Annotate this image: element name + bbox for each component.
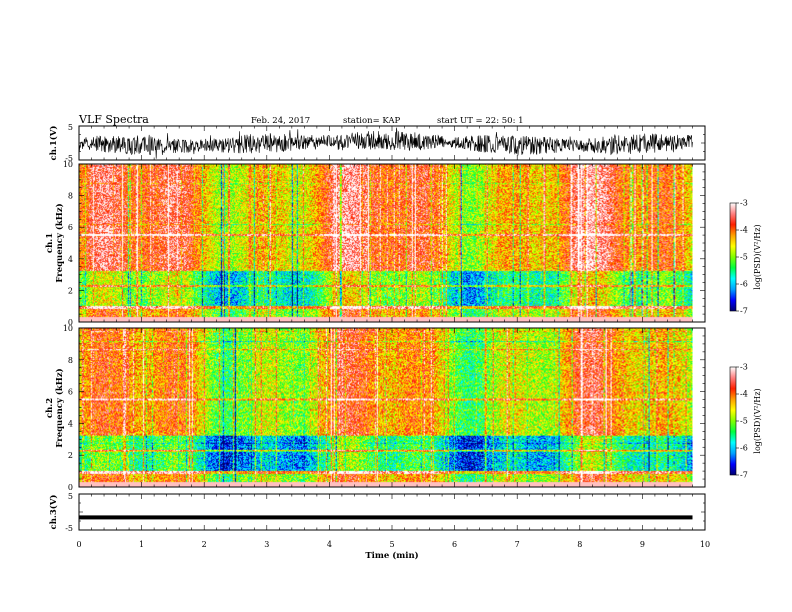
spectrogram-ch1-ytick-label: 6 bbox=[68, 223, 73, 232]
x-tick-label: 2 bbox=[202, 540, 207, 549]
x-tick-label: 8 bbox=[577, 540, 582, 549]
x-axis-label: Time (min) bbox=[365, 550, 418, 561]
spectrogram-ch2-ytick-label: 0 bbox=[68, 483, 73, 492]
colorbar-ch2-tick-label: -4 bbox=[740, 390, 748, 399]
waveform-ch3-frame bbox=[78, 493, 706, 531]
waveform-ch1-ytick-top: 5 bbox=[68, 123, 73, 132]
colorbar-ch1-tick-label: -5 bbox=[740, 253, 748, 262]
spectrogram-ch1-ytick-label: 4 bbox=[68, 255, 73, 264]
waveform-ch3-ylabel: ch.3(V) bbox=[48, 495, 59, 530]
spectrogram-ch2-ylabel-channel: ch.2 bbox=[45, 398, 55, 418]
spectrogram-ch2-ytick-label: 8 bbox=[68, 356, 73, 365]
spectrogram-ch1-ytick-label: 2 bbox=[68, 286, 73, 295]
x-tick-label: 4 bbox=[327, 540, 332, 549]
colorbar-ch1-gradient bbox=[729, 202, 737, 312]
colorbar-ch1-label: log(PSD)(V²/Hz) bbox=[753, 224, 762, 289]
colorbar-ch1-tick-label: -3 bbox=[740, 199, 748, 208]
spectrogram-ch1-ytick-label: 8 bbox=[68, 192, 73, 201]
x-axis: 0 1 2 3 4 5 6 7 8 9 10 bbox=[76, 540, 710, 549]
spectrogram-ch2-ytick-label: 6 bbox=[68, 388, 73, 397]
colorbar-ch2-tick-label: -5 bbox=[740, 417, 748, 426]
waveform-ch3-ytick-bottom: -5 bbox=[65, 524, 73, 533]
spectrogram-ch1-ylabel-frequency: Frequency (kHz) bbox=[54, 203, 65, 282]
x-tick-label: 6 bbox=[452, 540, 457, 549]
spectrogram-ch1-ytick-label: 10 bbox=[63, 160, 73, 169]
figure-date: Feb. 24, 2017 bbox=[251, 116, 310, 126]
spectrogram-panel-ch1: 0 2 4 6 8 10 ch.1 Frequency (kHz) bbox=[45, 160, 706, 327]
x-tick-label: 1 bbox=[139, 540, 144, 549]
colorbar-ch1: -3 -4 -5 -6 -7 log(PSD)(V²/Hz) bbox=[729, 199, 762, 316]
spectrogram-ch2-ytick-label: 4 bbox=[68, 419, 73, 428]
x-tick-label: 7 bbox=[515, 540, 520, 549]
figure-station: station= KAP bbox=[343, 116, 401, 126]
spectrogram-ch1-ylabel-channel: ch.1 bbox=[45, 233, 55, 253]
waveform-panel-ch3: 5 -5 ch.3(V) bbox=[48, 492, 706, 533]
colorbar-ch2-tick-label: -3 bbox=[740, 363, 748, 372]
spectrogram-ch2-image bbox=[79, 328, 693, 487]
spectrogram-ch1-image bbox=[79, 164, 693, 322]
spectrogram-ch2-ytick-label: 2 bbox=[68, 451, 73, 460]
waveform-ch1-trace bbox=[78, 127, 693, 159]
colorbar-ch2-tick-label: -6 bbox=[740, 444, 748, 453]
x-tick-label: 5 bbox=[389, 540, 394, 549]
spectrogram-ch1-ytick-label: 0 bbox=[68, 318, 73, 327]
colorbar-ch1-tick-label: -4 bbox=[740, 226, 748, 235]
colorbar-ch1-tick-label: -6 bbox=[740, 280, 748, 289]
waveform-ch1-ytick-bottom: -5 bbox=[65, 154, 73, 163]
colorbar-ch2: -3 -4 -5 -6 -7 log(PSD)(V²/Hz) bbox=[729, 363, 762, 480]
x-tick-label: 9 bbox=[640, 540, 645, 549]
waveform-ch3-trace bbox=[79, 515, 693, 520]
spectrogram-ch2-ylabel-frequency: Frequency (kHz) bbox=[54, 368, 65, 447]
x-tick-label: 3 bbox=[264, 540, 269, 549]
x-tick-label: 10 bbox=[700, 540, 710, 549]
colorbar-ch1-tick-label: -7 bbox=[740, 307, 748, 316]
x-tick-label: 0 bbox=[76, 540, 81, 549]
figure-start-time: start UT = 22: 50: 1 bbox=[437, 116, 524, 126]
colorbar-ch2-tick-label: -7 bbox=[740, 471, 748, 480]
spectrogram-ch2-ytick-label: 10 bbox=[63, 324, 73, 333]
figure-title: VLF Spectra bbox=[78, 113, 149, 126]
waveform-panel-ch1: 5 -5 ch.1(V) bbox=[48, 123, 706, 163]
colorbar-ch2-gradient bbox=[729, 366, 737, 476]
waveform-ch1-ylabel: ch.1(V) bbox=[48, 126, 59, 161]
colorbar-ch2-label: log(PSD)(V²/Hz) bbox=[753, 388, 762, 453]
waveform-ch3-ytick-top: 5 bbox=[68, 492, 73, 501]
spectrogram-panel-ch2: 0 2 4 6 8 10 ch.2 Frequency (kHz) bbox=[45, 324, 706, 492]
